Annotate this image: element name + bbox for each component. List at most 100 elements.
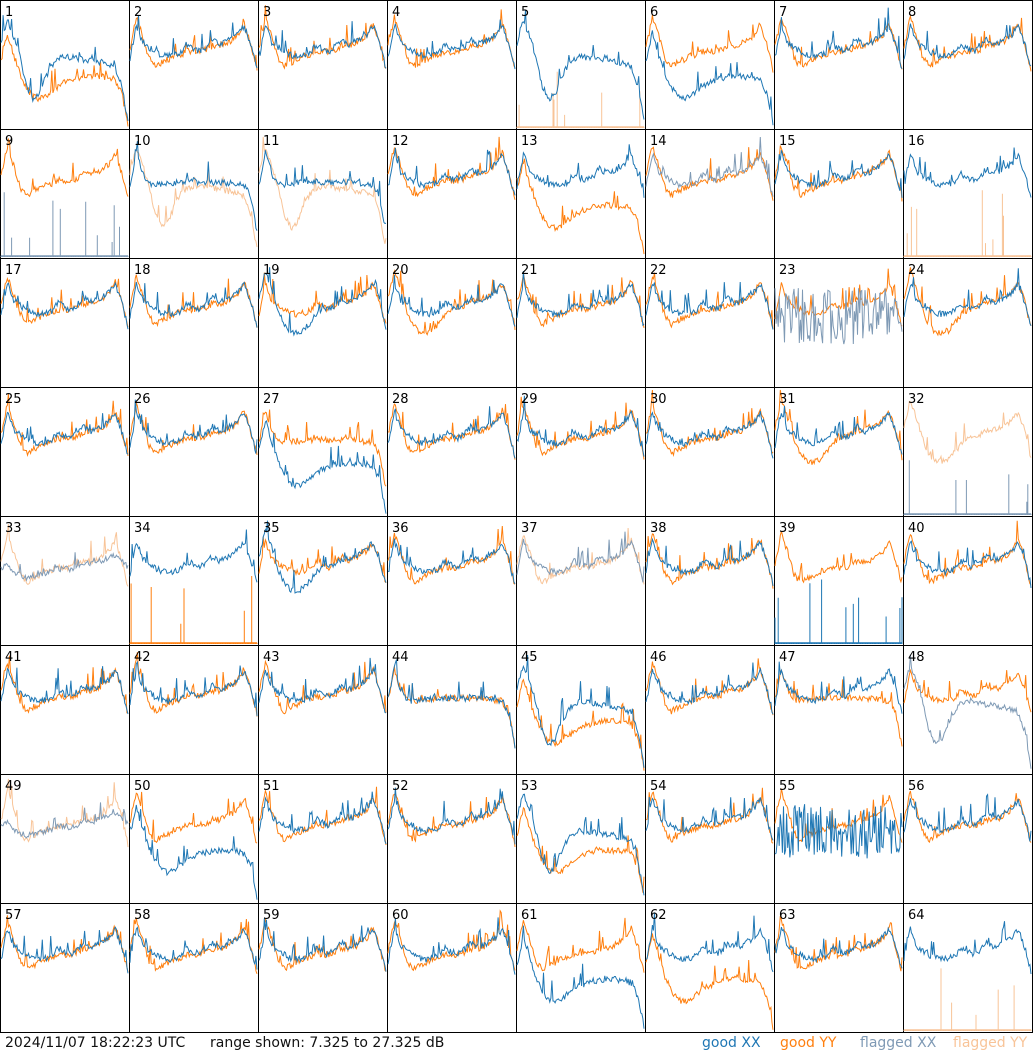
series-xx-29	[516, 395, 645, 457]
series-yy-6	[645, 14, 774, 73]
panel-label: 2	[134, 5, 142, 20]
series-xx-15	[774, 150, 903, 198]
panel-frame	[387, 645, 517, 775]
series-xx-19	[258, 267, 387, 337]
panel-36: 36	[387, 516, 517, 646]
panel-10: 10	[129, 129, 259, 259]
panel-frame	[258, 774, 388, 904]
series-xx-42	[129, 660, 258, 717]
panel-62: 62	[645, 903, 775, 1033]
panel-label: 21	[521, 263, 538, 278]
panel-42: 42	[129, 645, 259, 775]
panel-label: 43	[263, 650, 280, 665]
panel-53: 53	[516, 774, 646, 904]
panel-frame	[516, 516, 646, 646]
panel-23: 23	[774, 258, 904, 388]
series-yy-8	[903, 14, 1032, 72]
legend-flagged-yy: flagged YY	[953, 1035, 1028, 1051]
legend-flagged-xx: flagged XX	[860, 1035, 937, 1051]
panel-label: 22	[650, 263, 667, 278]
series-xx-18	[129, 281, 258, 328]
panel-label: 54	[650, 779, 667, 794]
panel-frame	[387, 516, 517, 646]
series-yy-30	[645, 389, 774, 458]
series-yy-22	[645, 272, 774, 330]
series-yy-57	[0, 915, 129, 973]
series-yy-50	[129, 791, 258, 844]
panel-16: 16	[903, 129, 1033, 259]
panel-label: 16	[908, 134, 925, 149]
panel-6: 6	[645, 0, 775, 130]
panel-frame	[0, 0, 130, 130]
panel-label: 32	[908, 392, 925, 407]
panel-label: 19	[263, 263, 280, 278]
series-xx-31	[774, 405, 903, 455]
panel-label: 46	[650, 650, 667, 665]
series-xx-10	[129, 141, 258, 231]
series-yy-1	[0, 34, 129, 127]
panel-label: 26	[134, 392, 151, 407]
panel-label: 44	[392, 650, 409, 665]
panel-label: 6	[650, 5, 658, 20]
series-yy-26	[129, 402, 258, 455]
series-xx-2	[129, 15, 258, 69]
panel-frame	[129, 258, 259, 388]
panel-label: 9	[5, 134, 13, 149]
panel-label: 38	[650, 521, 667, 536]
series-xx-3	[258, 21, 387, 69]
series-xx-60	[387, 917, 516, 975]
panel-58: 58	[129, 903, 259, 1033]
series-xx-51	[258, 791, 387, 845]
panel-35: 35	[258, 516, 388, 646]
panel-label: 15	[779, 134, 796, 149]
panel-frame	[0, 903, 130, 1033]
panel-frame	[129, 0, 259, 130]
panel-15: 15	[774, 129, 904, 259]
panel-45: 45	[516, 645, 646, 775]
panel-label: 31	[779, 392, 796, 407]
panel-label: 10	[134, 134, 151, 149]
panel-7: 7	[774, 0, 904, 130]
panel-label: 1	[5, 5, 13, 20]
series-xx-52	[387, 787, 516, 845]
panel-label: 33	[5, 521, 22, 536]
panel-label: 34	[134, 521, 151, 536]
series-xx-27	[258, 420, 387, 514]
panel-44: 44	[387, 645, 517, 775]
panel-label: 64	[908, 908, 925, 923]
panel-label: 17	[5, 263, 22, 278]
panel-label: 28	[392, 392, 409, 407]
series-yy-18	[129, 274, 258, 328]
panel-1: 1	[0, 0, 130, 130]
panel-61: 61	[516, 903, 646, 1033]
panel-frame	[387, 0, 517, 130]
series-yy-28	[387, 403, 516, 460]
panel-frame	[774, 645, 904, 775]
series-xx-5	[516, 10, 645, 120]
series-xx-63	[774, 926, 903, 969]
series-yy-2	[129, 16, 258, 71]
series-xx-33	[0, 552, 129, 582]
series-xx-58	[129, 926, 258, 970]
panel-label: 48	[908, 650, 925, 665]
panel-label: 58	[134, 908, 151, 923]
series-xx-54	[645, 796, 774, 841]
panel-label: 59	[263, 908, 280, 923]
series-xx-8	[903, 23, 1032, 67]
series-xx-62	[645, 912, 774, 973]
panel-54: 54	[645, 774, 775, 904]
panel-frame	[0, 645, 130, 775]
panel-label: 55	[779, 779, 796, 794]
series-yy-24	[903, 267, 1032, 337]
panel-label: 50	[134, 779, 151, 794]
panel-label: 20	[392, 263, 409, 278]
panel-label: 41	[5, 650, 22, 665]
panel-51: 51	[258, 774, 388, 904]
series-xx-46	[645, 662, 774, 715]
panel-55: 55	[774, 774, 904, 904]
series-xx-56	[903, 793, 1032, 842]
panel-frame	[645, 129, 775, 259]
panel-40: 40	[903, 516, 1033, 646]
panel-frame	[258, 387, 388, 517]
panel-label: 61	[521, 908, 538, 923]
